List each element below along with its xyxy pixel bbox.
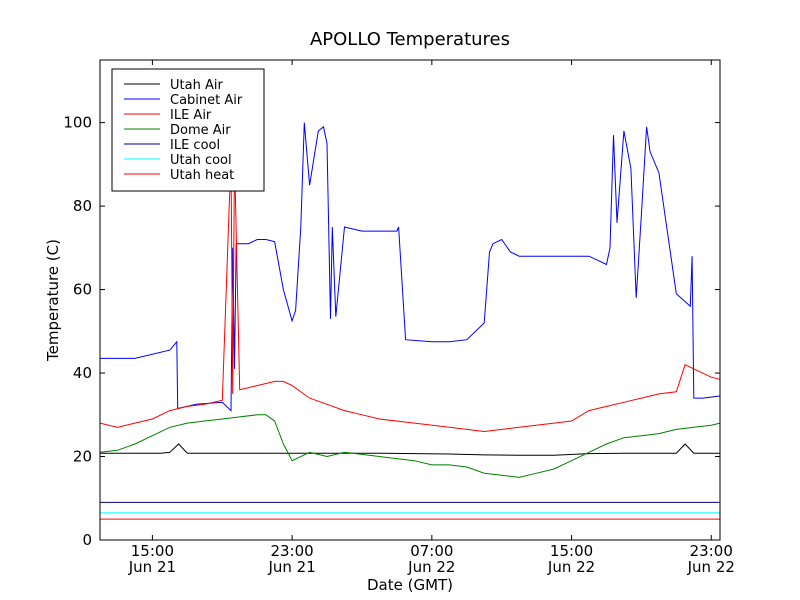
legend-label: ILE Air <box>170 108 212 123</box>
y-tick-label: 100 <box>63 114 92 132</box>
x-tick-label-time: 07:00 <box>410 542 453 560</box>
x-tick-label-time: 15:00 <box>131 542 174 560</box>
y-tick-label: 40 <box>73 364 92 382</box>
x-tick-label-date: Jun 21 <box>128 558 176 576</box>
legend-label: Dome Air <box>170 123 231 138</box>
legend-label: Utah Air <box>170 78 223 93</box>
y-tick-label: 60 <box>73 281 92 299</box>
legend-box <box>111 68 265 192</box>
legend-label: Utah cool <box>170 153 232 168</box>
x-axis-label: Date (GMT) <box>367 576 453 594</box>
x-tick-label-time: 23:00 <box>690 542 733 560</box>
series-line-utah-air <box>100 443 720 456</box>
y-axis-label: Temperature (C) <box>44 239 62 362</box>
x-tick-label-date: Jun 22 <box>407 558 455 576</box>
x-tick-label-time: 23:00 <box>270 542 313 560</box>
series-line-dome-air <box>99 414 721 478</box>
y-tick-label: 0 <box>82 531 92 549</box>
x-tick-label-date: Jun 22 <box>547 558 595 576</box>
y-tick-label: 20 <box>73 448 92 466</box>
legend-label: ILE cool <box>170 138 220 153</box>
x-tick-label-time: 15:00 <box>550 542 593 560</box>
x-tick-label-date: Jun 22 <box>687 558 735 576</box>
legend-label: Utah heat <box>170 168 234 183</box>
axes-frame <box>99 59 721 541</box>
y-tick-label: 80 <box>73 197 92 215</box>
series-line-ile-air <box>99 155 721 433</box>
x-tick-label-date: Jun 21 <box>267 558 315 576</box>
series-line-cabinet-air <box>100 122 721 412</box>
legend-label: Cabinet Air <box>170 93 243 108</box>
chart-title: APOLLO Temperatures <box>310 29 510 50</box>
